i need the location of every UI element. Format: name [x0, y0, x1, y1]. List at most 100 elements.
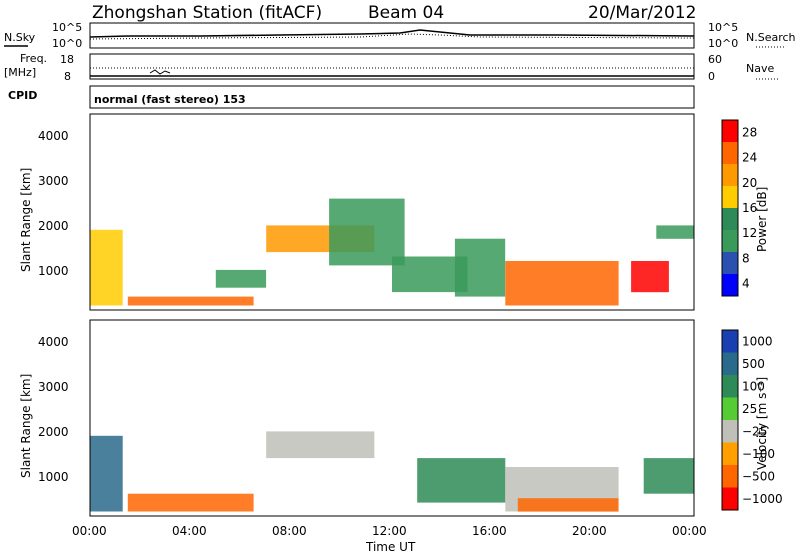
nave-tick-bottom: 0 — [708, 70, 715, 83]
frequency-frame — [89, 53, 695, 80]
freq-tick-bottom: 8 — [64, 70, 71, 83]
date-title: 20/Mar/2012 — [588, 3, 696, 23]
xtick-1200: 12:00 — [372, 524, 407, 538]
nsky-trace — [89, 29, 695, 38]
velocity-colorbar-label: Velocity [m s⁻¹] — [755, 377, 769, 470]
noise-tick-bottom-right: 10^0 — [708, 37, 738, 50]
velocity-region-2 — [266, 431, 375, 459]
velocity-region-6 — [643, 458, 694, 494]
power-region-8 — [631, 261, 669, 293]
velocity-ytick-3000: 3000 — [38, 380, 69, 394]
velocity-colorbar: Velocity [m s⁻¹] 1000 500 100 25 −25 −100 −500… — [721, 329, 783, 511]
power-region-2 — [215, 269, 267, 288]
cpid-label: CPID — [8, 89, 37, 102]
power-ytick-1000: 1000 — [38, 264, 69, 278]
velocity-colorbar-swatch-6 — [722, 465, 738, 488]
velocity-colorbar-swatch-5 — [722, 442, 738, 466]
velocity-colorbar-tick-6: −500 — [742, 469, 775, 483]
nave-label: Nave — [746, 62, 774, 75]
power-frame — [89, 113, 695, 311]
velocity-frame — [89, 319, 695, 517]
velocity-colorbar-tick-7: −1000 — [742, 492, 783, 506]
nave-dip — [149, 69, 171, 75]
velocity-panel: 4000 3000 2000 1000 Slant Range [km] — [19, 319, 695, 517]
velocity-colorbar-tick-2: 100 — [742, 379, 765, 393]
xtick-0000: 00:00 — [72, 524, 107, 538]
power-colorbar-tick-0: 28 — [742, 126, 757, 140]
velocity-ylabel: Slant Range [km] — [19, 374, 33, 478]
xtick-0800: 08:00 — [272, 524, 307, 538]
cpid-frame — [89, 85, 695, 109]
velocity-colorbar-swatch-7 — [722, 487, 738, 511]
power-colorbar: Power [dB] 28 24 20 16 12 8 4 — [721, 119, 769, 297]
velocity-colorbar-swatch-2 — [722, 375, 738, 398]
power-region-4 — [329, 198, 405, 266]
nsky-label: N.Sky — [4, 31, 36, 44]
noise-tick-top: 10^5 — [52, 21, 82, 34]
velocity-colorbar-swatch-3 — [722, 397, 738, 421]
velocity-colorbar-tick-0: 1000 — [742, 334, 773, 348]
freq-label-2: [MHz] — [4, 66, 36, 79]
power-colorbar-tick-2: 20 — [742, 176, 757, 190]
power-panel: 4000 3000 2000 1000 Slant Range [km] — [19, 113, 695, 311]
power-colorbar-swatch-0 — [722, 120, 738, 143]
velocity-data — [90, 431, 694, 512]
frequency-panel: Freq. [MHz] 18 8 60 0 Nave — [4, 52, 780, 83]
velocity-region-0 — [90, 435, 123, 512]
velocity-ytick-2000: 2000 — [38, 425, 69, 439]
velocity-region-1 — [127, 493, 254, 512]
noise-tick-top-right: 10^5 — [708, 21, 738, 34]
velocity-colorbar-swatch-4 — [722, 420, 738, 443]
power-ytick-3000: 3000 — [38, 174, 69, 188]
xtick-0400: 04:00 — [172, 524, 207, 538]
beam-title: Beam 04 — [368, 3, 444, 23]
velocity-colorbar-tick-4: −25 — [742, 424, 767, 438]
power-colorbar-swatch-4 — [722, 208, 738, 231]
power-colorbar-swatch-1 — [722, 142, 738, 165]
power-data — [90, 198, 695, 306]
power-colorbar-tick-4: 12 — [742, 226, 757, 240]
power-colorbar-swatch-3 — [722, 186, 738, 209]
velocity-ytick-1000: 1000 — [38, 470, 69, 484]
power-region-0 — [90, 229, 123, 306]
power-colorbar-swatch-6 — [722, 252, 738, 275]
velocity-colorbar-frame — [721, 329, 739, 511]
velocity-colorbar-tick-3: 25 — [742, 402, 757, 416]
power-colorbar-label: Power [dB] — [755, 187, 769, 252]
power-colorbar-frame — [721, 119, 739, 297]
power-ylabel: Slant Range [km] — [19, 168, 33, 272]
nsearch-label: N.Search — [746, 31, 796, 44]
xtick-1600: 16:00 — [472, 524, 507, 538]
noise-panel: N.Sky 10^5 10^0 10^5 10^0 N.Search — [4, 21, 796, 50]
nsearch-trace — [89, 33, 695, 40]
power-colorbar-tick-5: 8 — [742, 251, 750, 265]
velocity-ytick-4000: 4000 — [38, 335, 69, 349]
power-region-6 — [454, 238, 506, 297]
velocity-region-5 — [517, 498, 619, 512]
velocity-colorbar-swatch-1 — [722, 352, 738, 376]
velocity-region-3 — [417, 458, 506, 503]
noise-tick-bottom: 10^0 — [52, 37, 82, 50]
power-region-1 — [127, 296, 254, 306]
xtick-2400: 00:00 — [672, 524, 707, 538]
x-axis-label: Time UT — [365, 540, 416, 554]
xtick-2000: 20:00 — [572, 524, 607, 538]
cpid-text: normal (fast stereo) 153 — [94, 93, 246, 106]
power-colorbar-swatch-7 — [722, 274, 738, 297]
power-colorbar-tick-3: 16 — [742, 201, 757, 215]
velocity-colorbar-swatch-0 — [722, 330, 738, 353]
power-ytick-4000: 4000 — [38, 129, 69, 143]
x-axis: 00:00 04:00 08:00 12:00 16:00 20:00 00:0… — [72, 524, 707, 554]
power-ytick-2000: 2000 — [38, 219, 69, 233]
nave-tick-top: 60 — [708, 53, 722, 66]
power-colorbar-swatch-5 — [722, 230, 738, 253]
freq-tick-top: 18 — [60, 53, 74, 66]
velocity-colorbar-tick-1: 500 — [742, 357, 765, 371]
station-title: Zhongshan Station (fitACF) — [92, 3, 322, 23]
power-region-7 — [505, 261, 619, 306]
power-colorbar-swatch-2 — [722, 164, 738, 187]
velocity-colorbar-tick-5: −100 — [742, 447, 775, 461]
power-colorbar-tick-6: 4 — [742, 276, 750, 290]
freq-label-1: Freq. — [20, 52, 47, 65]
